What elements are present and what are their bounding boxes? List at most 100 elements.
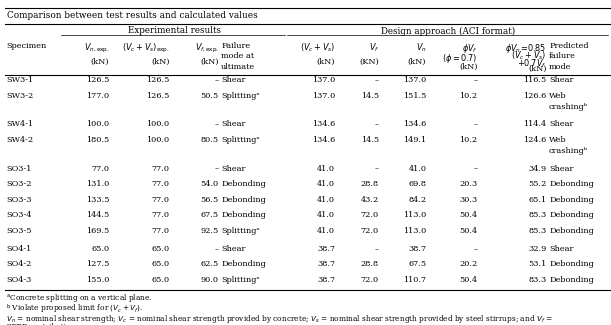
Text: $(\phi=0.7)$: $(\phi=0.7)$ [442,52,477,65]
Text: 133.5: 133.5 [86,196,109,204]
Text: –: – [474,76,477,84]
Text: crashingᵇ: crashingᵇ [549,147,588,155]
Text: Shear: Shear [221,121,246,128]
Text: 38.7: 38.7 [408,245,426,253]
Text: –: – [375,245,379,253]
Text: $\phi V_f$: $\phi V_f$ [462,42,477,55]
Text: 124.6: 124.6 [524,136,547,144]
Text: ultimate: ultimate [221,62,255,71]
Text: Debonding: Debonding [221,211,266,219]
Text: Debonding: Debonding [549,276,594,284]
Text: 53.1: 53.1 [529,260,547,268]
Text: 41.0: 41.0 [317,227,335,235]
Text: 144.5: 144.5 [86,211,109,219]
Text: $V_{n,\mathrm{exp.}}$: $V_{n,\mathrm{exp.}}$ [84,42,109,55]
Text: Web: Web [549,92,566,100]
Text: 113.0: 113.0 [403,227,426,235]
Text: 137.0: 137.0 [312,76,335,84]
Text: Web: Web [549,136,566,144]
Text: 55.2: 55.2 [529,180,547,188]
Text: 137.0: 137.0 [312,92,335,100]
Text: SW3-2: SW3-2 [6,92,34,100]
Text: –: – [375,76,379,84]
Text: Debonding: Debonding [221,196,266,204]
Text: 100.0: 100.0 [147,121,169,128]
Text: $^{\mathrm{a}}$Concrete splitting on a vertical plane.: $^{\mathrm{a}}$Concrete splitting on a v… [6,292,153,304]
Text: –: – [214,245,219,253]
Text: Shear: Shear [221,165,246,173]
Text: 77.0: 77.0 [152,165,169,173]
Text: 149.1: 149.1 [403,136,426,144]
Text: Splittingᵃ: Splittingᵃ [221,276,260,284]
Text: Shear: Shear [549,121,574,128]
Text: 30.3: 30.3 [459,196,477,204]
Text: Shear: Shear [549,76,574,84]
Text: 10.2: 10.2 [459,136,477,144]
Text: –: – [375,165,379,173]
Text: 72.0: 72.0 [361,211,379,219]
Text: (kN): (kN) [459,62,477,71]
Text: (KN): (KN) [359,58,379,65]
Text: 50.5: 50.5 [200,92,219,100]
Text: 38.7: 38.7 [317,260,335,268]
Text: 77.0: 77.0 [152,196,169,204]
Text: 28.8: 28.8 [361,260,379,268]
Text: 134.6: 134.6 [312,121,335,128]
Text: SO4-1: SO4-1 [6,245,31,253]
Text: 32.9: 32.9 [529,245,547,253]
Text: 77.0: 77.0 [152,180,169,188]
Text: 151.5: 151.5 [403,92,426,100]
Text: Shear: Shear [221,76,246,84]
Text: $V_n$: $V_n$ [415,42,426,54]
Text: SO3-1: SO3-1 [6,165,32,173]
Text: 100.0: 100.0 [147,136,169,144]
Text: 126.5: 126.5 [86,76,109,84]
Text: Experimental results: Experimental results [128,26,221,35]
Text: Splittingᵃ: Splittingᵃ [221,136,260,144]
Text: 127.5: 127.5 [86,260,109,268]
Text: SO3-3: SO3-3 [6,196,32,204]
Text: Comparison between test results and calculated values: Comparison between test results and calc… [7,11,257,20]
Text: SO3-2: SO3-2 [6,180,32,188]
Text: –: – [214,165,219,173]
Text: 92.5: 92.5 [200,227,219,235]
Text: –: – [474,121,477,128]
Text: SO3-4: SO3-4 [6,211,32,219]
Text: 54.0: 54.0 [200,180,219,188]
Text: –: – [214,76,219,84]
Text: 67.5: 67.5 [200,211,219,219]
Text: 41.0: 41.0 [317,211,335,219]
Text: CFRP contribution.: CFRP contribution. [6,323,78,325]
Text: Shear: Shear [549,165,574,173]
Text: 85.3: 85.3 [529,227,547,235]
Text: 113.0: 113.0 [403,211,426,219]
Text: 67.5: 67.5 [408,260,426,268]
Text: 84.2: 84.2 [408,196,426,204]
Text: 50.4: 50.4 [459,276,477,284]
Text: 180.5: 180.5 [86,136,109,144]
Text: Design approach (ACI format): Design approach (ACI format) [381,26,516,36]
Text: 41.0: 41.0 [408,165,426,173]
Text: crashingᵇ: crashingᵇ [549,103,588,111]
Text: SW4-1: SW4-1 [6,121,33,128]
Text: Debonding: Debonding [221,260,266,268]
Text: 65.0: 65.0 [91,245,109,253]
Text: Debonding: Debonding [549,196,594,204]
Text: 83.3: 83.3 [529,276,547,284]
Text: Shear: Shear [549,245,574,253]
Text: SO4-3: SO4-3 [6,276,32,284]
Text: 10.2: 10.2 [459,92,477,100]
Text: 116.5: 116.5 [524,76,547,84]
Text: Debonding: Debonding [549,227,594,235]
Text: Debonding: Debonding [549,260,594,268]
Text: 90.0: 90.0 [200,276,219,284]
Text: 65.0: 65.0 [152,276,169,284]
Text: 131.0: 131.0 [86,180,109,188]
Text: Failure: Failure [221,42,251,50]
Text: Splittingᵃ: Splittingᵃ [221,227,260,235]
Text: (kN): (kN) [316,58,335,65]
Text: 155.0: 155.0 [86,276,109,284]
Text: 14.5: 14.5 [361,136,379,144]
Text: SW4-2: SW4-2 [6,136,33,144]
Text: 14.5: 14.5 [361,92,379,100]
